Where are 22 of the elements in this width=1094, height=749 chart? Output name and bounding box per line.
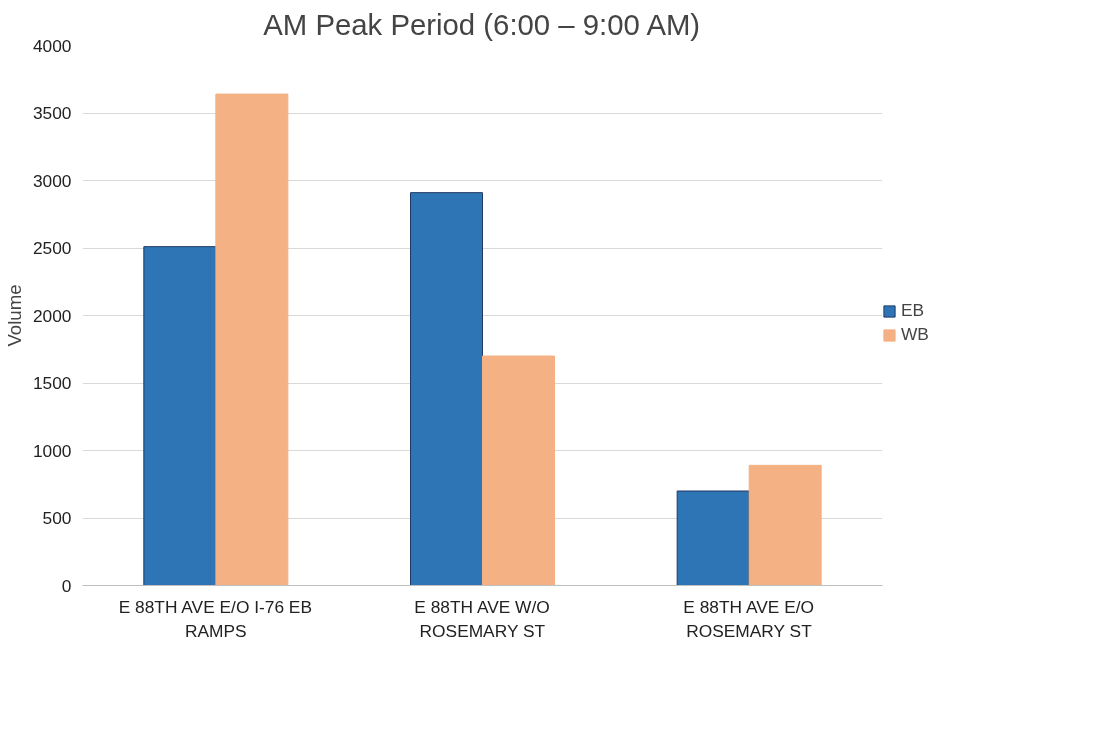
x-tick-label: E 88TH AVE E/O ROSEMARY ST (683, 596, 815, 641)
bar (143, 246, 217, 586)
y-tick-label: 2500 (32, 238, 72, 258)
chart-title: AM Peak Period (6:00 – 9:00 AM) (263, 7, 701, 41)
y-tick-label: 3500 (32, 103, 72, 123)
legend-label: EB (901, 300, 925, 321)
y-tick-label: 2000 (32, 305, 72, 326)
bar (676, 490, 750, 586)
bar (482, 355, 555, 586)
legend-label: WB (901, 324, 929, 345)
x-tick-label: E 88TH AVE W/O ROSEMARY ST (414, 596, 550, 641)
y-tick-label: 500 (42, 508, 72, 528)
bar (410, 192, 483, 586)
x-tick-label: E 88TH AVE E/O I-76 EB RAMPS (118, 596, 312, 641)
y-tick-label: 0 (61, 575, 72, 596)
y-tick-label: 4000 (32, 35, 72, 56)
y-tick-label: 1500 (32, 373, 72, 393)
bar (215, 93, 289, 586)
bar (748, 464, 822, 586)
y-tick-label: 3000 (32, 170, 72, 191)
y-tick-label: 1000 (32, 440, 72, 461)
y-axis-title: Volume (3, 284, 25, 347)
